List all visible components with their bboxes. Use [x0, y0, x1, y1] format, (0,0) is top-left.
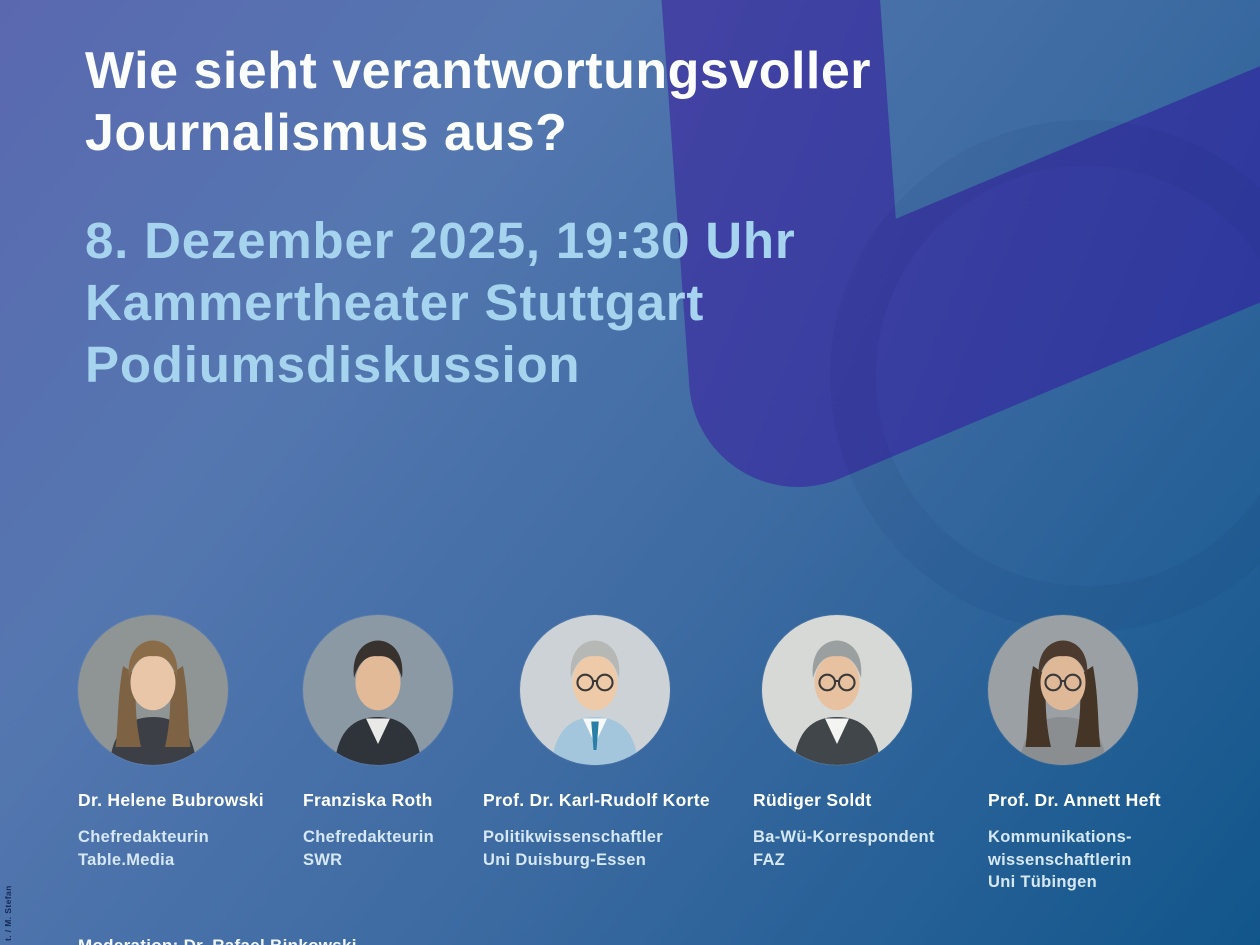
- avatar-hair: [570, 640, 620, 678]
- avatar-shirt: [366, 718, 390, 744]
- speaker-role-line: Uni Tübingen: [988, 873, 1097, 891]
- speaker-role-line: FAZ: [753, 850, 786, 869]
- speaker-role-line: SWR: [303, 850, 343, 869]
- speaker-role-line: Chefredakteurin: [303, 828, 435, 846]
- portrait-placeholder: [78, 615, 228, 765]
- speaker-photo: [520, 615, 670, 765]
- decorative-ring: [830, 120, 1260, 632]
- event-details: 8. Dezember 2025, 19:30 Uhr Kammertheate…: [85, 210, 795, 396]
- speaker-photo: [762, 615, 912, 765]
- poster-title: Wie sieht verantwortungsvoller Journalis…: [85, 40, 871, 164]
- speaker-role: Ba-Wü-Korrespondent FAZ: [753, 826, 1003, 871]
- avatar-face: [572, 654, 618, 711]
- event-date-time: 8. Dezember 2025, 19:30 Uhr: [85, 212, 796, 269]
- speaker-card: Prof. Dr. Karl-Rudolf Korte Politikwisse…: [483, 615, 733, 871]
- portrait-placeholder: [303, 615, 453, 765]
- speaker-role-line: Table.Media: [78, 850, 175, 869]
- portrait-placeholder: [988, 615, 1138, 765]
- speaker-name: Franziska Roth: [303, 790, 433, 810]
- speaker-card: Franziska Roth Chefredakteurin SWR: [303, 615, 553, 871]
- avatar-hair: [353, 640, 403, 678]
- title-line-1: Wie sieht verantwortungsvoller: [85, 42, 872, 100]
- avatar-hair: [1038, 640, 1088, 678]
- moderation-line: Moderation: Dr. Rafael Binkowski: [78, 936, 357, 945]
- speaker-role: Kommunikations- wissenschaftlerin Uni Tü…: [988, 826, 1238, 894]
- avatar-hair: [812, 640, 862, 678]
- speaker-role-line: Kommunikations-: [988, 828, 1132, 846]
- speaker-role: Politikwissenschaftler Uni Duisburg-Esse…: [483, 826, 733, 871]
- speaker-name: Prof. Dr. Annett Heft: [988, 790, 1161, 810]
- speaker-card: Dr. Helene Bubrowski Chefredakteurin Tab…: [78, 615, 328, 871]
- avatar-shirt: [825, 718, 849, 744]
- speaker-name: Dr. Helene Bubrowski: [78, 790, 264, 810]
- speaker-role-line: Chefredakteurin: [78, 828, 210, 846]
- glasses-icon: [818, 673, 856, 692]
- glasses-icon: [576, 673, 614, 692]
- speaker-role-line: Uni Duisburg-Essen: [483, 850, 647, 869]
- avatar-tie: [591, 721, 599, 750]
- speaker-card: Rüdiger Soldt Ba-Wü-Korrespondent FAZ: [753, 615, 1003, 871]
- event-venue: Kammertheater Stuttgart: [85, 274, 705, 331]
- speaker-role-line: wissenschaftlerin: [988, 850, 1132, 869]
- avatar-face: [355, 654, 401, 711]
- speaker-name: Prof. Dr. Karl-Rudolf Korte: [483, 790, 710, 810]
- speaker-role: Chefredakteurin SWR: [303, 826, 553, 871]
- avatar-face: [1040, 654, 1086, 711]
- avatar-face: [814, 654, 860, 711]
- photo-credit: t. / M. Stefan: [3, 885, 13, 941]
- speaker-role-line: Politikwissenschaftler: [483, 828, 663, 846]
- speaker-role-line: Ba-Wü-Korrespondent: [753, 828, 935, 846]
- glasses-icon: [1044, 673, 1082, 692]
- avatar-face: [130, 654, 176, 711]
- portrait-placeholder: [762, 615, 912, 765]
- speaker-photo: [78, 615, 228, 765]
- portrait-placeholder: [520, 615, 670, 765]
- speaker-name: Rüdiger Soldt: [753, 790, 872, 810]
- speaker-photo: [988, 615, 1138, 765]
- avatar-hair: [128, 640, 178, 678]
- title-line-2: Journalismus aus?: [85, 104, 568, 162]
- event-format: Podiumsdiskussion: [85, 336, 581, 393]
- speaker-card: Prof. Dr. Annett Heft Kommunikations- wi…: [988, 615, 1238, 894]
- speaker-photo: [303, 615, 453, 765]
- speaker-role: Chefredakteurin Table.Media: [78, 826, 328, 871]
